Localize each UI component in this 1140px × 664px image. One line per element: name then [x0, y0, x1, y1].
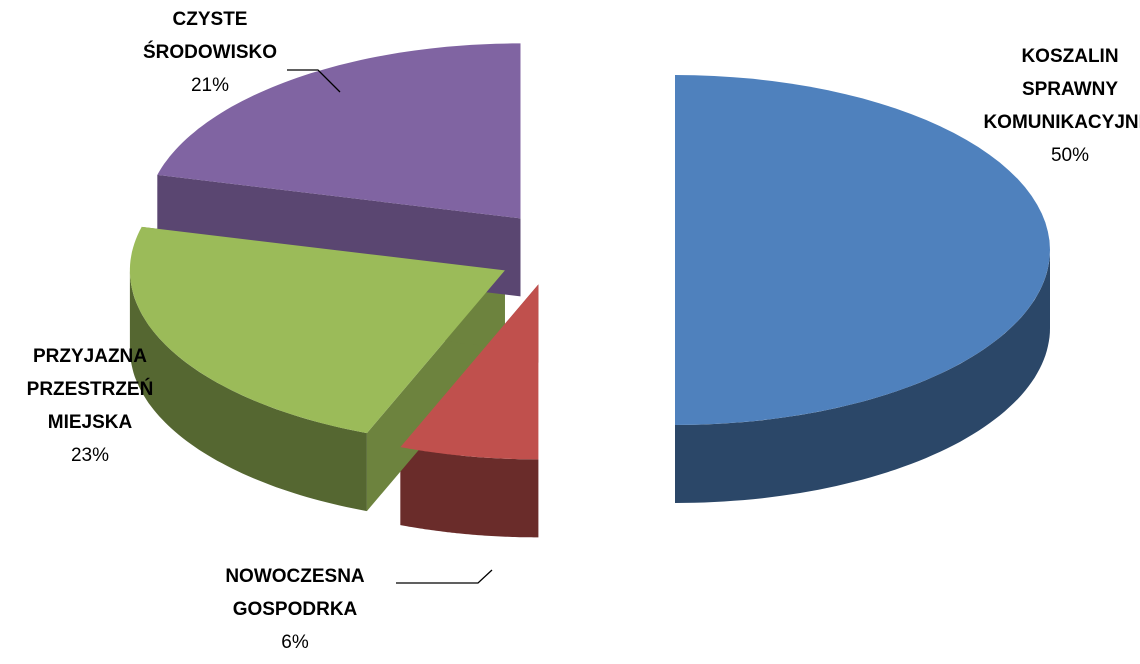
slice-wall — [675, 250, 1050, 503]
value-label: 21% — [191, 75, 229, 96]
slice — [400, 284, 539, 460]
category-label: KOSZALIN SPRAWNY KOMUNIKACYJNIE — [983, 46, 1140, 133]
value-label: 50% — [1051, 145, 1089, 166]
leader-line — [287, 69, 341, 93]
slice-wall — [400, 447, 539, 538]
category-label: NOWOCZESNA GOSPODRKA — [225, 566, 365, 620]
category-label: CZYSTE ŚRODOWISKO — [143, 9, 277, 63]
category-label: PRZYJAZNA PRZESTRZEŃ MIEJSKA — [27, 346, 154, 433]
value-label: 23% — [71, 445, 109, 466]
value-label: 6% — [281, 632, 309, 653]
slice — [157, 43, 521, 219]
slice-wall — [129, 270, 367, 512]
leader-line — [396, 569, 493, 584]
slice — [675, 75, 1050, 425]
slice — [129, 226, 505, 434]
